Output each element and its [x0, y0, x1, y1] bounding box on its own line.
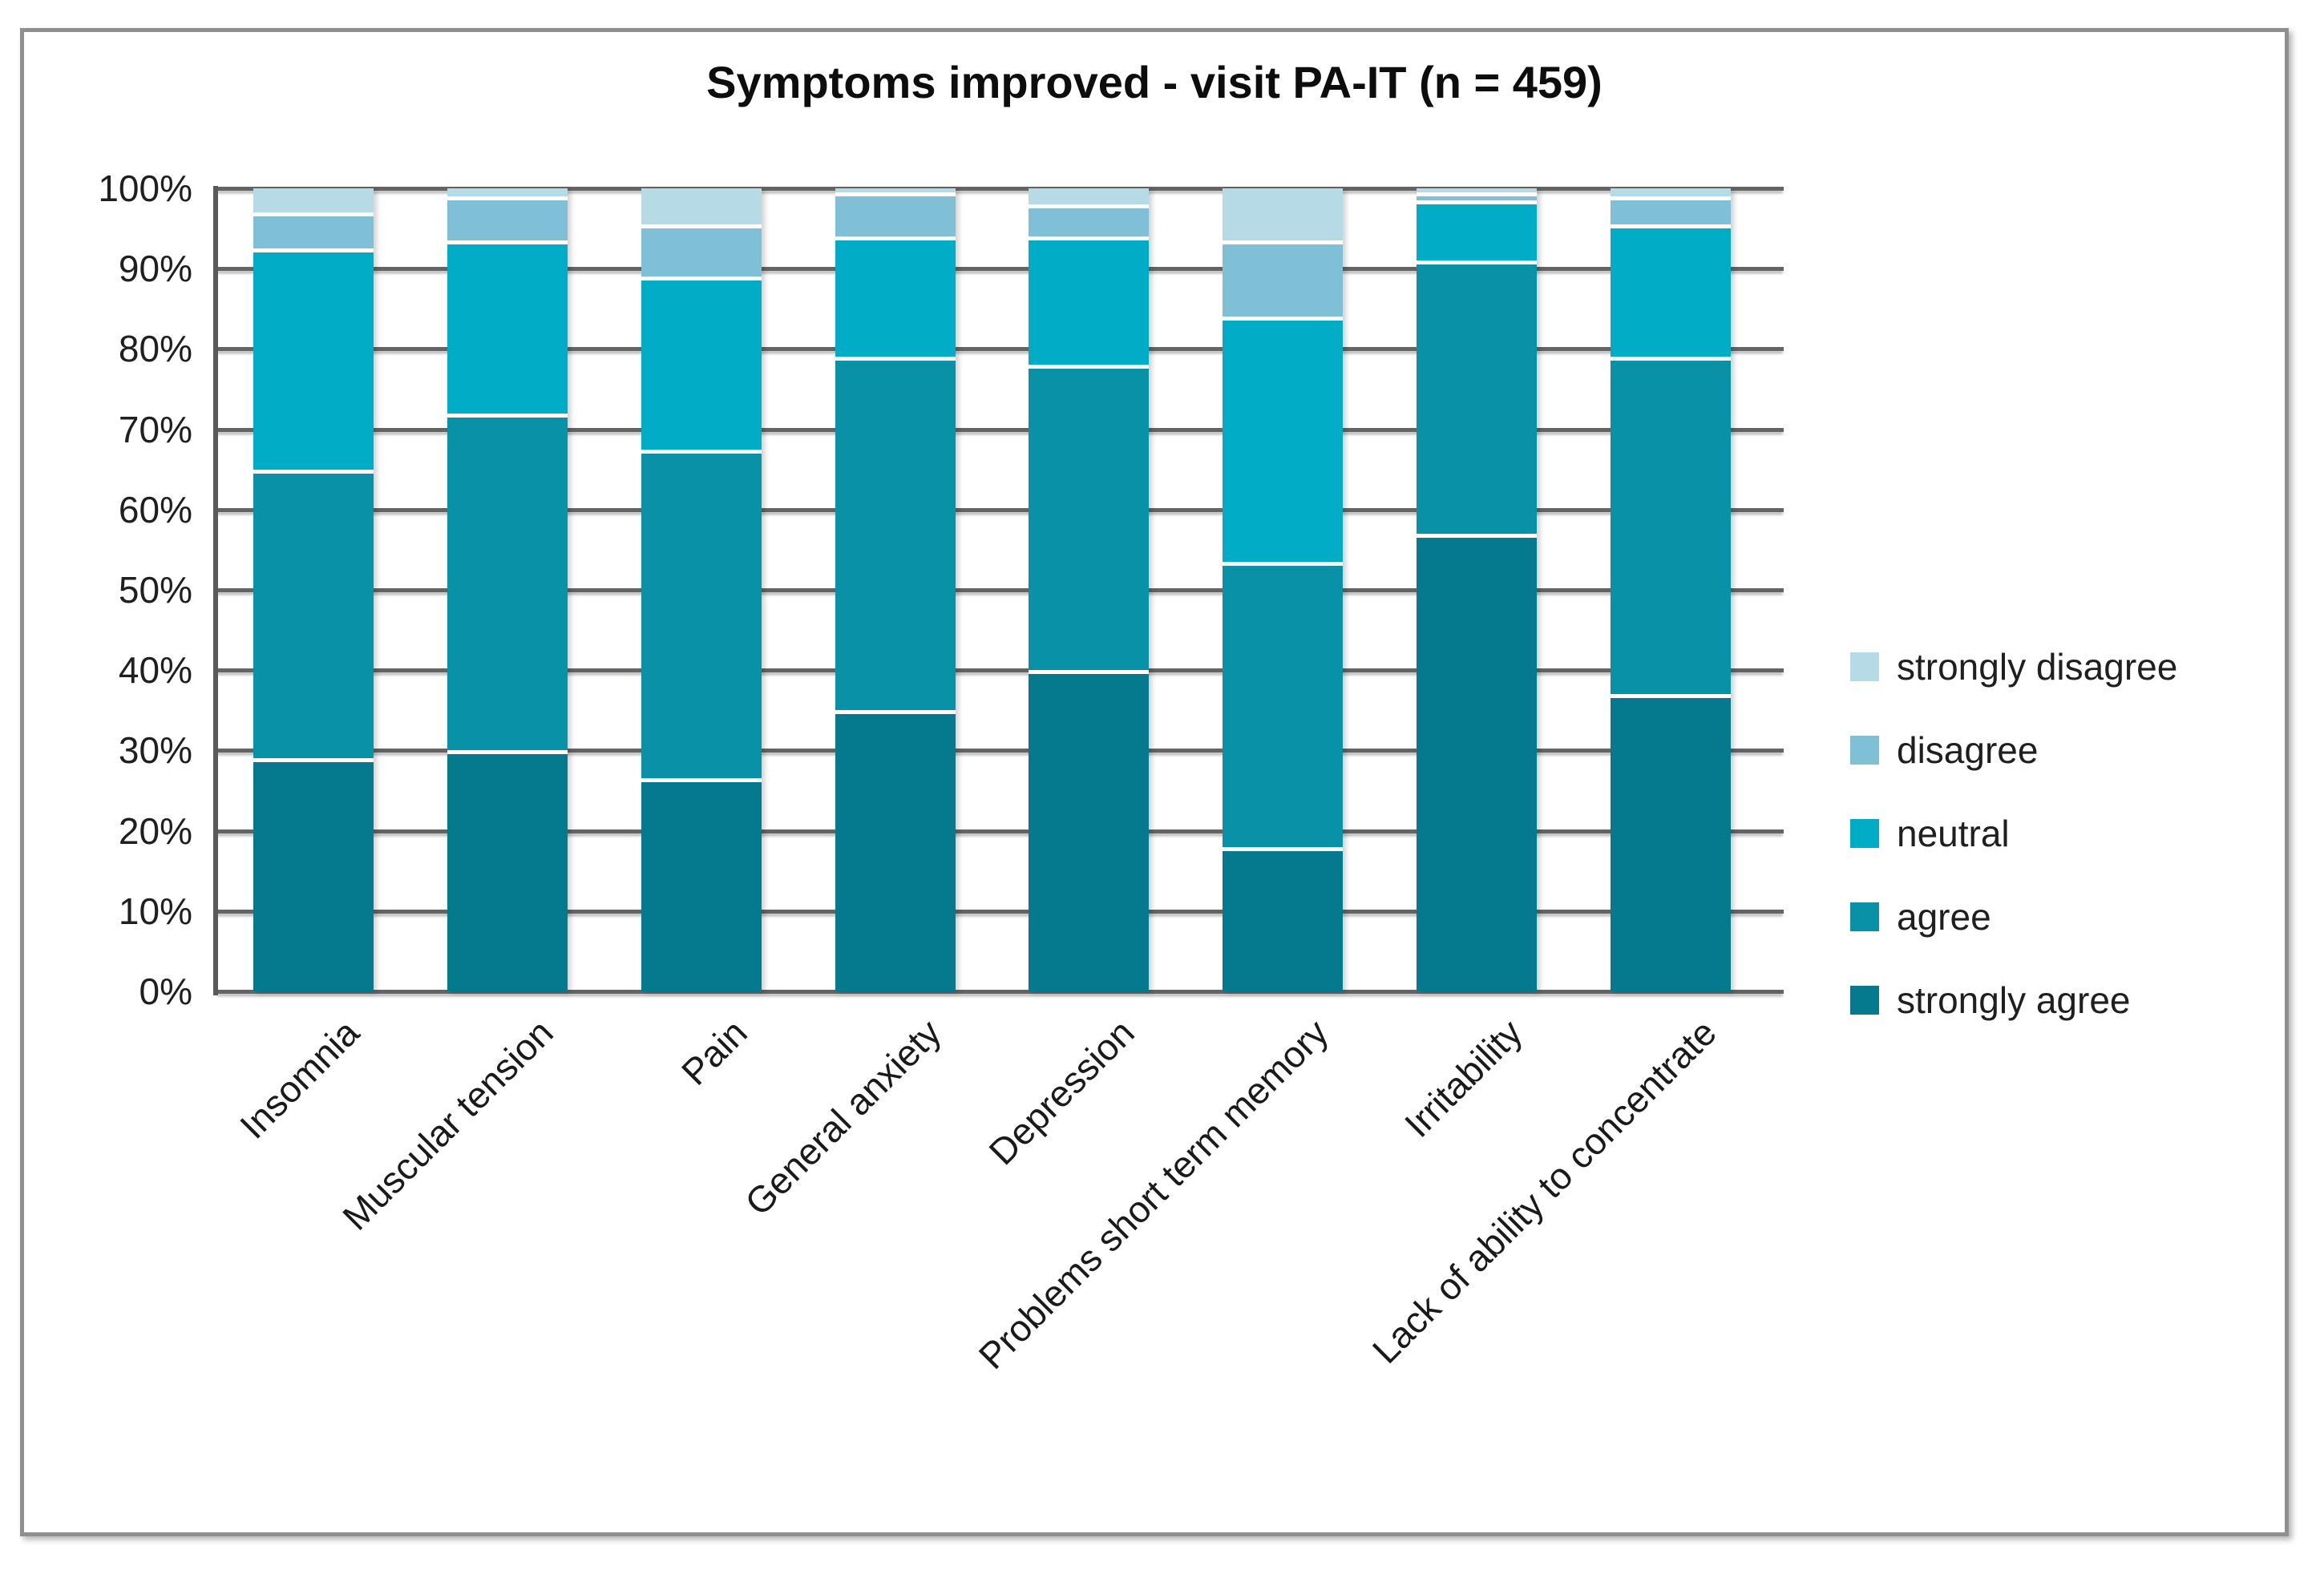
bar-segment-disagree-irritability [1417, 192, 1538, 201]
bar-segment-neutral-depression [1029, 236, 1150, 365]
legend-label-neutral: neutral [1897, 813, 2010, 854]
legend-item-disagree: disagree [1850, 708, 2177, 792]
legend-swatch-icon-strongly-agree [1850, 986, 1879, 1015]
legend-label-disagree: disagree [1897, 729, 2039, 771]
bar-segment-disagree-muscular-tension [447, 196, 568, 241]
gridline-40 [216, 668, 1784, 673]
bar-segment-neutral-problems-short-term-memory [1223, 317, 1344, 562]
legend-item-strongly-agree: strongly agree [1850, 959, 2177, 1042]
bar-segment-agree-lack-of-ability-to-concentrate [1611, 357, 1732, 695]
gridline-20 [216, 829, 1784, 833]
bar-problems-short-term-memory [1223, 188, 1344, 991]
chart-title: Symptoms improved - visit PA-IT (n = 459… [706, 57, 1603, 107]
bar-segment-strongly-disagree-pain [641, 188, 762, 225]
bar-segment-agree-problems-short-term-memory [1223, 561, 1344, 847]
bar-lack-of-ability-to-concentrate [1611, 188, 1732, 991]
y-tick-label-80: 80% [118, 328, 192, 370]
legend-item-strongly-disagree: strongly disagree [1850, 625, 2177, 708]
figure-border [20, 28, 2289, 1536]
bar-segment-strongly-disagree-general-anxiety [835, 188, 956, 192]
bar-depression [1029, 188, 1150, 991]
gridline-100 [216, 187, 1784, 191]
bar-segment-strongly-disagree-irritability [1417, 188, 1538, 192]
bar-segment-agree-depression [1029, 365, 1150, 671]
gridline-80 [216, 347, 1784, 352]
y-tick-label-100: 100% [98, 167, 192, 209]
bar-segment-strongly-agree-lack-of-ability-to-concentrate [1611, 694, 1732, 991]
legend-label-strongly-agree: strongly agree [1897, 979, 2131, 1021]
y-tick-label-30: 30% [118, 729, 192, 772]
bar-segment-strongly-disagree-muscular-tension [447, 188, 568, 197]
bar-segment-strongly-agree-depression [1029, 670, 1150, 991]
gridline-70 [216, 427, 1784, 432]
bar-segment-strongly-disagree-depression [1029, 188, 1150, 205]
gridline-0 [216, 990, 1784, 994]
bar-segment-disagree-insomnia [253, 212, 374, 249]
bar-segment-neutral-general-anxiety [835, 236, 956, 357]
y-tick-label-90: 90% [118, 248, 192, 290]
bar-insomnia [253, 188, 374, 991]
bar-segment-neutral-muscular-tension [447, 240, 568, 414]
legend-swatch-icon-disagree [1850, 736, 1879, 765]
bar-segment-strongly-agree-general-anxiety [835, 710, 956, 991]
bar-segment-disagree-general-anxiety [835, 192, 956, 237]
y-tick-label-70: 70% [118, 408, 192, 450]
bar-segment-agree-irritability [1417, 260, 1538, 534]
gridline-50 [216, 588, 1784, 592]
bar-muscular-tension [447, 188, 568, 991]
bar-segment-neutral-lack-of-ability-to-concentrate [1611, 224, 1732, 357]
bar-segment-disagree-depression [1029, 204, 1150, 237]
bar-irritability [1417, 188, 1538, 991]
bar-segment-neutral-pain [641, 276, 762, 450]
y-axis-line [213, 186, 218, 995]
legend-swatch-icon-neutral [1850, 819, 1879, 848]
bar-segment-strongly-agree-pain [641, 778, 762, 991]
gridline-60 [216, 507, 1784, 512]
gridline-90 [216, 267, 1784, 272]
y-tick-label-10: 10% [118, 890, 192, 932]
bar-segment-neutral-irritability [1417, 200, 1538, 261]
legend-swatch-icon-agree [1850, 902, 1879, 931]
bar-pain [641, 188, 762, 991]
bar-segment-agree-muscular-tension [447, 413, 568, 751]
bar-segment-strongly-disagree-problems-short-term-memory [1223, 188, 1344, 241]
bar-segment-strongly-agree-irritability [1417, 533, 1538, 991]
bar-segment-strongly-agree-muscular-tension [447, 750, 568, 991]
bar-segment-disagree-lack-of-ability-to-concentrate [1611, 196, 1732, 225]
bar-general-anxiety [835, 188, 956, 991]
bar-segment-disagree-problems-short-term-memory [1223, 240, 1344, 317]
bar-segment-strongly-disagree-lack-of-ability-to-concentrate [1611, 188, 1732, 197]
y-tick-label-50: 50% [118, 569, 192, 611]
y-tick-label-20: 20% [118, 809, 192, 852]
legend-label-agree: agree [1897, 896, 1991, 938]
bar-segment-agree-insomnia [253, 469, 374, 759]
bar-segment-strongly-agree-insomnia [253, 758, 374, 991]
bar-segment-neutral-insomnia [253, 248, 374, 470]
legend-swatch-icon-strongly-disagree [1850, 652, 1879, 681]
y-tick-label-60: 60% [118, 488, 192, 531]
bar-segment-strongly-agree-problems-short-term-memory [1223, 846, 1344, 991]
gridline-30 [216, 749, 1784, 753]
legend-label-strongly-disagree: strongly disagree [1897, 646, 2178, 688]
y-tick-label-0: 0% [139, 971, 192, 1012]
gridline-10 [216, 909, 1784, 914]
bar-segment-disagree-pain [641, 224, 762, 277]
legend-item-agree: agree [1850, 875, 2177, 959]
legend-item-neutral: neutral [1850, 792, 2177, 875]
bar-segment-agree-pain [641, 449, 762, 779]
legend: strongly disagree disagree neutral agree str… [1850, 625, 2177, 1042]
bar-segment-agree-general-anxiety [835, 357, 956, 711]
bar-segment-strongly-disagree-insomnia [253, 188, 374, 213]
y-tick-label-40: 40% [118, 649, 192, 692]
